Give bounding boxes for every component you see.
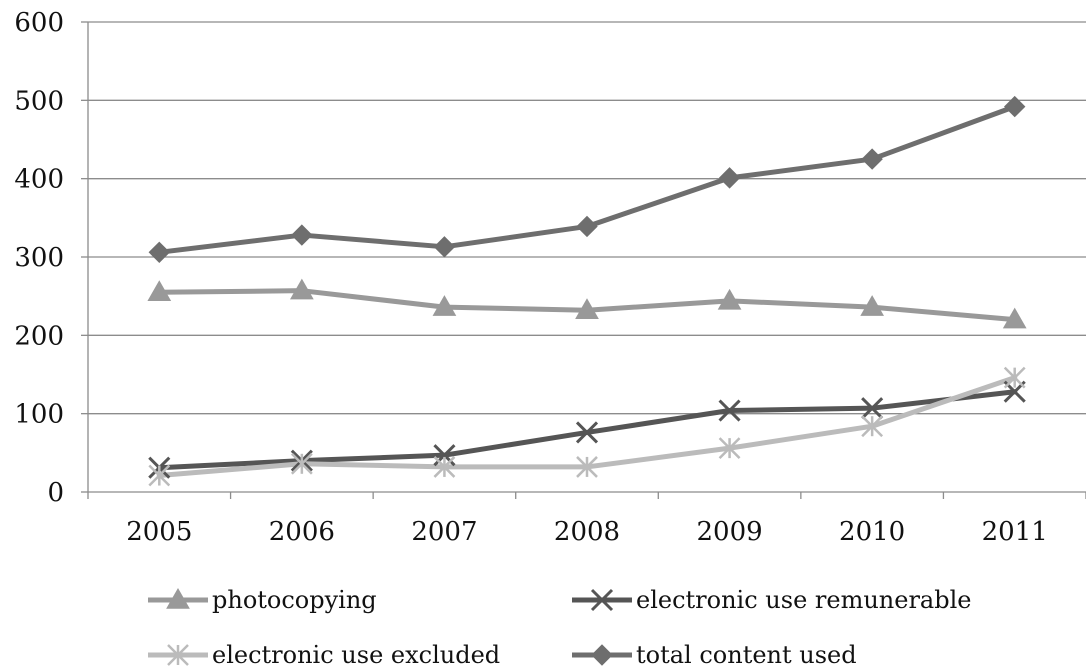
- legend-marker: [166, 587, 190, 609]
- data-point: [861, 397, 884, 420]
- legend-label: electronic use excluded: [212, 641, 500, 669]
- x-tick-label: 2011: [982, 517, 1048, 547]
- data-point: [861, 148, 883, 170]
- y-tick-label: 400: [14, 165, 64, 195]
- legend-item: photocopying: [148, 586, 377, 614]
- legend-label: photocopying: [212, 586, 377, 614]
- data-point: [433, 236, 456, 258]
- x-tick-label: 2005: [126, 517, 192, 547]
- data-point: [575, 298, 599, 320]
- x-tick-label: 2008: [554, 517, 620, 547]
- legend-item: total content used: [572, 641, 857, 669]
- y-tick-label: 300: [14, 243, 64, 273]
- legend: photocopying electronic use remunerable el…: [148, 586, 971, 669]
- data-point: [717, 288, 742, 310]
- legend-marker: [167, 644, 189, 666]
- data-point: [289, 278, 314, 300]
- x-tick-label: 2007: [411, 517, 477, 547]
- data-point: [860, 295, 885, 316]
- data-point: [576, 456, 598, 478]
- data-point: [147, 280, 172, 301]
- data-point: [1003, 366, 1026, 389]
- data-point: [148, 241, 170, 264]
- data-point: [576, 215, 598, 238]
- x-tick-label: 2009: [696, 517, 762, 547]
- legend-marker: [590, 588, 614, 612]
- x-stroke: [575, 421, 599, 444]
- y-tick-label: 600: [14, 8, 64, 38]
- legend-item: electronic use remunerable: [572, 586, 971, 614]
- data-point: [148, 464, 171, 487]
- y-tick-label: 100: [14, 400, 64, 430]
- legend-item: electronic use excluded: [148, 641, 500, 669]
- gridlines: [88, 21, 1086, 415]
- y-tick-label: 0: [47, 478, 64, 508]
- data-point: [290, 452, 313, 475]
- x-tick-label: 2006: [269, 517, 335, 547]
- data-point: [575, 421, 599, 444]
- data-point: [291, 224, 313, 246]
- x-stroke: [861, 397, 884, 420]
- y-tick-label: 200: [14, 321, 64, 351]
- axes: 0 100 200 300 400 500 600 2005 2006 2007 2008 2009 2…: [14, 8, 1086, 547]
- data-point: [433, 456, 456, 478]
- data-point: [1002, 307, 1027, 329]
- x-stroke: [590, 588, 614, 612]
- legend-marker: [591, 644, 613, 666]
- x-tick-label: 2010: [839, 517, 905, 547]
- y-tick-label: 500: [14, 86, 64, 116]
- data-point: [718, 437, 741, 460]
- data-markers: [147, 95, 1027, 487]
- data-point: [718, 399, 741, 422]
- x-stroke: [718, 399, 741, 422]
- data-point: [1004, 95, 1026, 118]
- legend-label: electronic use remunerable: [636, 586, 971, 614]
- series-line-electronic-use-remunerable: [156, 389, 1018, 471]
- data-point: [718, 167, 741, 189]
- data-point: [432, 295, 457, 316]
- legend-label: total content used: [636, 641, 857, 669]
- data-point: [861, 415, 884, 438]
- series-lines: [156, 104, 1018, 479]
